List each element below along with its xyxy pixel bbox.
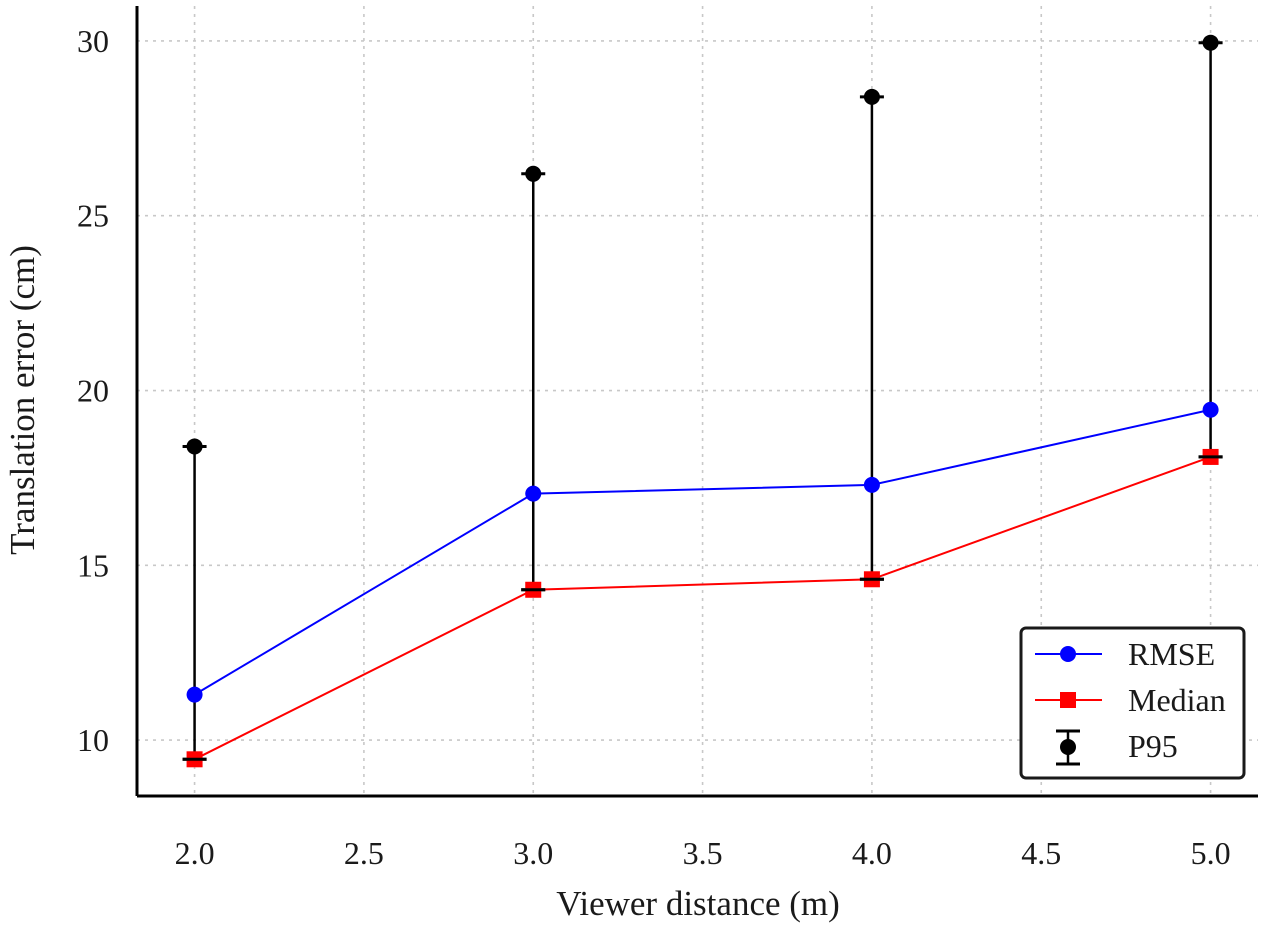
legend-median-marker: [1060, 692, 1076, 708]
x-axis-title: Viewer distance (m): [556, 884, 840, 923]
legend: RMSE Median P95: [1019, 626, 1246, 780]
x-tick-label: 4.5: [1021, 835, 1061, 871]
rmse-point: [525, 485, 542, 502]
p95-point: [525, 165, 542, 182]
y-tick-label: 15: [77, 547, 109, 583]
legend-box: [1019, 626, 1246, 780]
axes: [135, 6, 1258, 798]
rmse-point: [863, 476, 880, 493]
p95-point: [1202, 34, 1219, 51]
x-tick-label: 5.0: [1191, 835, 1231, 871]
x-tick-label: 4.0: [852, 835, 892, 871]
legend-rmse-label: RMSE: [1128, 636, 1215, 672]
tick-labels: 2.0 2.5 3.0 3.5 4.0 4.5 5.0 10 15 20 25 30: [77, 23, 1231, 871]
x-tick-label: 2.0: [175, 835, 215, 871]
x-tick-label: 3.0: [513, 835, 553, 871]
rmse-line: [194, 408, 1211, 696]
p95-error-bars: [182, 34, 1223, 761]
y-tick-label: 30: [77, 23, 109, 59]
p95-point: [863, 88, 880, 105]
y-tick-label: 20: [77, 373, 109, 409]
series-lines: [182, 401, 1223, 768]
x-tick-label: 2.5: [344, 835, 384, 871]
y-tick-label: 10: [77, 722, 109, 758]
legend-median-label: Median: [1128, 682, 1226, 718]
x-tick-label: 3.5: [683, 835, 723, 871]
legend-rmse-marker: [1060, 646, 1076, 662]
legend-p95-label: P95: [1128, 728, 1178, 764]
y-tick-label: 25: [77, 198, 109, 234]
rmse-point: [186, 686, 203, 703]
legend-p95-marker: [1060, 739, 1076, 755]
p95-point: [186, 438, 203, 455]
median-line: [194, 455, 1211, 761]
rmse-point: [1202, 401, 1219, 418]
y-axis-title: Translation error (cm): [3, 245, 42, 555]
